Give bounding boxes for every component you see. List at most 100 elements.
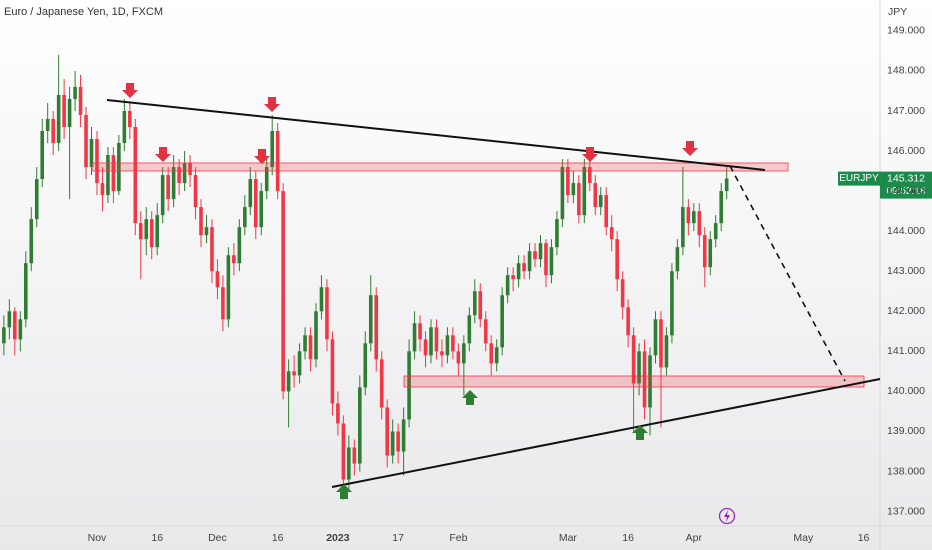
candle-body — [292, 371, 296, 376]
candle-body — [659, 319, 663, 368]
candle-body — [78, 86, 83, 115]
trendline — [331, 378, 881, 488]
candle-body — [363, 343, 368, 388]
candle-body — [692, 211, 696, 224]
y-tick-label: 143.000 — [887, 265, 925, 277]
candle-body — [243, 207, 247, 228]
plot-area — [2, 54, 729, 500]
candle-body — [188, 163, 192, 176]
candle-body — [84, 114, 88, 168]
candle-body — [253, 179, 258, 228]
candle-body — [445, 335, 450, 356]
candle-body — [341, 423, 346, 480]
candle-body — [418, 323, 422, 340]
candle-body — [385, 407, 389, 456]
candle-body — [358, 387, 362, 464]
candle-body — [396, 431, 400, 452]
candle-body — [604, 195, 609, 228]
candle-body — [708, 239, 713, 268]
candle-body — [106, 155, 110, 196]
candle-body — [193, 175, 198, 208]
candle-body — [336, 403, 340, 424]
x-tick-label: 16 — [622, 532, 634, 544]
y-tick-label: 141.000 — [887, 345, 925, 357]
candle-body — [494, 347, 499, 364]
candle-body — [516, 263, 521, 280]
candle-body — [538, 243, 543, 260]
candle-body — [67, 98, 72, 127]
candle-body — [368, 295, 373, 344]
y-tick-label: 149.000 — [887, 25, 925, 37]
candle-body — [390, 431, 395, 456]
y-tick-label: 145.000 — [887, 185, 925, 197]
candle-body — [160, 175, 165, 216]
candle-body — [51, 118, 55, 144]
candle-body — [199, 207, 203, 236]
candle-body — [713, 223, 718, 240]
candle-body — [264, 167, 269, 192]
trendline — [106, 99, 766, 171]
candle-body — [133, 126, 138, 224]
y-tick-label: 138.000 — [887, 465, 925, 477]
candle-body — [549, 247, 554, 276]
candle-body — [303, 335, 307, 352]
candle-body — [582, 167, 587, 216]
candle-body — [177, 167, 181, 184]
candle-body — [144, 219, 149, 240]
candle-body — [412, 323, 417, 352]
candle-body — [347, 447, 351, 480]
y-tick-label: 148.000 — [887, 65, 925, 77]
candle-body — [40, 130, 45, 180]
candle-body — [511, 275, 515, 280]
candle-body — [297, 351, 302, 376]
candle-body — [62, 94, 66, 127]
x-tick-label: 16 — [151, 532, 163, 544]
candle-body — [155, 215, 160, 248]
candle-body — [609, 227, 614, 240]
y-tick-label: 146.000 — [887, 145, 925, 157]
candle-body — [319, 287, 324, 312]
candle-body — [352, 447, 357, 464]
candle-body — [7, 311, 12, 328]
candle-body — [182, 163, 187, 184]
y-tick-label: 137.000 — [887, 505, 925, 517]
candle-body — [533, 251, 537, 260]
candle-body — [500, 295, 504, 348]
icon-ring — [718, 507, 736, 525]
candle-body — [702, 235, 707, 268]
candle-body — [478, 291, 483, 320]
candle-body — [117, 143, 121, 192]
candle-body — [560, 167, 565, 220]
candle-body — [429, 327, 433, 356]
candle-body — [89, 139, 94, 168]
arrows — [122, 83, 698, 164]
candle-body — [122, 110, 127, 144]
drawings — [91, 99, 881, 488]
candle-body — [664, 335, 669, 368]
candle-body — [483, 319, 488, 344]
candle-body — [379, 359, 384, 408]
candle-body — [653, 319, 658, 356]
candle-body — [571, 183, 576, 196]
candle-body — [670, 271, 674, 336]
candle-body — [587, 167, 592, 184]
candle-body — [210, 227, 214, 272]
candle-body — [462, 343, 466, 364]
candle-body — [204, 227, 209, 236]
up-arrow — [336, 484, 352, 499]
candle-body — [642, 351, 647, 408]
candle-body — [522, 263, 526, 272]
candle-body — [73, 86, 77, 99]
candle-body — [128, 110, 132, 127]
candle-body — [598, 195, 603, 208]
candle-body — [577, 183, 581, 216]
down-arrow — [155, 147, 171, 162]
y-tick-label: 147.000 — [887, 105, 925, 117]
candle-body — [215, 271, 220, 288]
symbol: EURJPY — [839, 173, 879, 184]
candle-body — [149, 219, 154, 248]
candle-body — [555, 219, 559, 248]
candle-body — [637, 351, 641, 384]
x-tick-label: 2023 — [326, 532, 350, 544]
candle-body — [593, 183, 598, 208]
